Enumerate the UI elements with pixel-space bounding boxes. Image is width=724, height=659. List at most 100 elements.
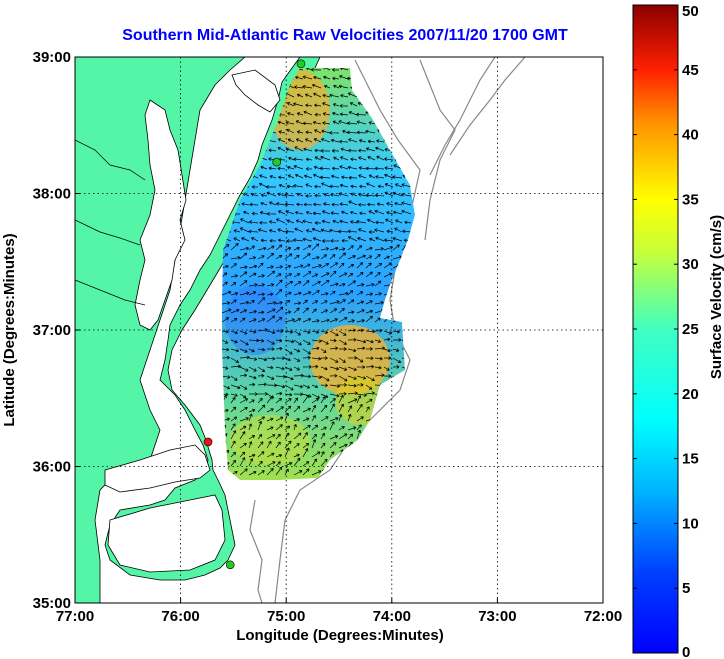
velocity-arrow (320, 383, 328, 388)
velocity-arrow (323, 75, 331, 80)
velocity-arrow (323, 193, 331, 197)
velocity-arrow (248, 318, 257, 323)
velocity-arrow (293, 246, 300, 251)
x-tick-label: 72:00 (584, 608, 622, 625)
velocity-arrow (293, 424, 297, 431)
velocity-arrow (239, 417, 249, 422)
velocity-arrow (329, 442, 337, 449)
velocity-arrow (356, 283, 365, 287)
velocity-arrow (394, 227, 403, 233)
colorbar-tick-label: 10 (682, 515, 699, 532)
velocity-arrow (331, 202, 340, 207)
velocity-arrow (365, 364, 375, 369)
velocity-arrow (329, 366, 340, 371)
velocity-arrow (269, 238, 277, 243)
velocity-arrow (329, 357, 339, 363)
velocity-arrow (305, 103, 313, 108)
bay-tributary-3 (75, 279, 146, 306)
velocity-arrow (359, 211, 367, 216)
x-tick-label: 74:00 (373, 608, 411, 625)
velocity-arrow (369, 237, 376, 242)
velocity-arrow (395, 219, 403, 224)
velocity-arrow (321, 182, 331, 188)
velocity-arrow (374, 247, 384, 251)
grid-lines (75, 57, 603, 603)
velocity-arrow (340, 156, 349, 161)
velocity-arrow (302, 355, 311, 360)
velocity-arrow (295, 173, 304, 179)
velocity-arrow (339, 183, 349, 188)
velocity-arrow (329, 435, 339, 440)
velocity-arrow (248, 408, 256, 413)
velocity-arrow (257, 373, 265, 378)
velocity-arrow (347, 255, 356, 260)
velocity-arrow (266, 356, 276, 361)
velocity-arrow (240, 218, 250, 224)
velocity-arrow (275, 366, 285, 371)
velocity-arrow (275, 406, 284, 413)
velocity-arrow (384, 183, 394, 188)
velocity-arrow (284, 330, 294, 334)
velocity-arrow (248, 220, 259, 224)
velocity-arrow (358, 228, 367, 233)
velocity-arrow (358, 174, 367, 179)
velocity-arrow (257, 318, 266, 323)
velocity-arrow (320, 175, 331, 180)
velocity-arrow (332, 219, 340, 224)
velocity-arrow (356, 219, 367, 224)
velocity-arrow (239, 339, 249, 346)
velocity-arrow (266, 339, 275, 345)
velocity-arrow (312, 83, 322, 89)
velocity-arrow (311, 280, 321, 287)
velocity-arrow (257, 441, 264, 449)
velocity-arrow (350, 192, 358, 197)
velocity-arrow (347, 356, 358, 360)
velocity-arrow (239, 309, 248, 314)
velocity-arrow (293, 432, 302, 440)
velocity-arrow (303, 110, 313, 116)
velocity-arrow (365, 398, 373, 404)
velocity-arrow (311, 290, 320, 296)
velocity-arrow (347, 348, 357, 353)
velocity-arrow (248, 229, 259, 234)
velocity-arrow (314, 156, 322, 161)
velocity-arrow (356, 375, 367, 380)
velocity-arrow (375, 236, 385, 242)
velocity-arrow (257, 228, 268, 233)
velocity-arrow (230, 263, 237, 269)
velocity-arrow (329, 270, 337, 278)
velocity-arrow (275, 453, 283, 458)
velocity-arrow (293, 417, 300, 422)
velocity-arrow (257, 283, 265, 287)
velocity-arrow (375, 220, 385, 225)
velocity-arrow (383, 255, 390, 260)
colorbar-tick-label: 20 (682, 386, 699, 403)
velocity-arrow (266, 315, 276, 323)
velocity-arrow (239, 330, 248, 335)
velocity-arrow (294, 211, 304, 215)
velocity-arrow (374, 317, 381, 323)
velocity-arrow (347, 413, 352, 422)
y-axis: 35:00 36:00 37:00 38:00 39:00 (33, 49, 80, 612)
velocity-arrow (239, 393, 247, 399)
velocity-arrow (275, 273, 282, 278)
velocity-arrow (368, 174, 376, 179)
velocity-arrow (305, 93, 313, 98)
velocity-arrow (375, 146, 385, 152)
velocity-arrow (284, 405, 292, 413)
velocity-arrow (312, 120, 322, 125)
bay-tributary-2 (75, 219, 141, 246)
velocity-arrow (230, 451, 237, 458)
velocity-arrow (350, 210, 358, 215)
velocity-arrow (311, 424, 319, 431)
velocity-arrow (302, 394, 310, 404)
velocity-arrow (329, 308, 338, 314)
velocity-arrow (293, 330, 301, 336)
velocity-arrow (222, 281, 228, 287)
velocity-arrow (257, 460, 263, 467)
velocity-arrow (293, 443, 300, 449)
velocity-arrow (365, 375, 375, 382)
velocity-arrow (278, 130, 286, 134)
velocity-arrow (275, 306, 284, 314)
velocity-arrow (347, 366, 357, 372)
